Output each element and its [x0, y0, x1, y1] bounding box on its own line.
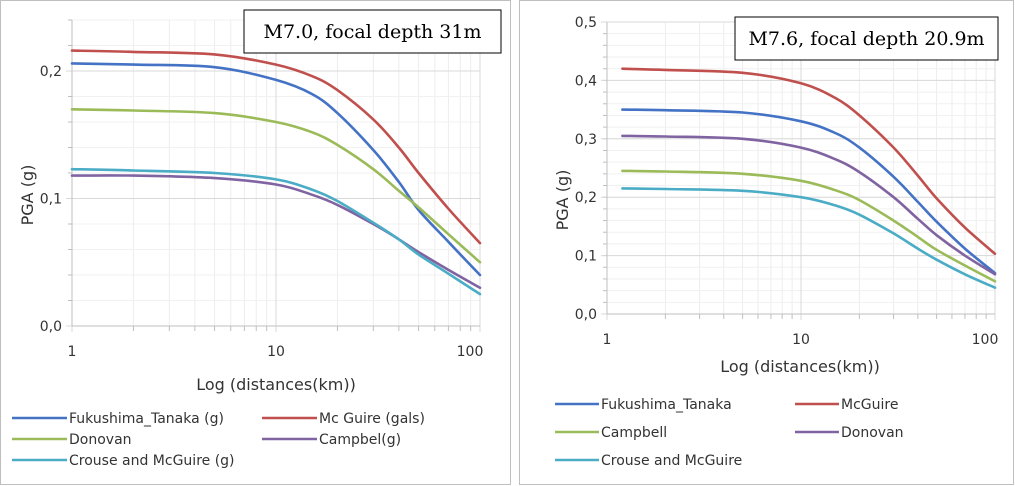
- x-tick-label: 1: [68, 344, 77, 360]
- legend-label: Campbell: [601, 425, 667, 441]
- legend-label: Donovan: [841, 425, 904, 441]
- y-tick-label: 0,1: [40, 192, 62, 208]
- x-tick-label: 1: [603, 332, 612, 348]
- legend-label: Campbel(g): [319, 432, 401, 448]
- series-line-mc-guire-gals: [70, 49, 482, 245]
- annotation-text: M7.0, focal depth 31m: [264, 21, 482, 43]
- y-tick-label: 0,2: [575, 190, 597, 206]
- series-line-donovan: [621, 134, 997, 276]
- x-tick-label: 100: [972, 332, 999, 348]
- x-tick-label: 10: [792, 332, 810, 348]
- legend-label: Crouse and McGuire: [601, 453, 742, 469]
- series-line-crouse-and-mcguire: [621, 187, 997, 289]
- y-tick-label: 0,5: [575, 15, 597, 31]
- y-tick-label: 0,3: [575, 132, 597, 148]
- legend-label: Fukushima_Tanaka: [601, 397, 732, 413]
- y-tick-label: 0,2: [40, 64, 62, 80]
- x-axis-title: Log (distances(km)): [720, 357, 880, 376]
- y-axis-title: PGA (g): [553, 170, 572, 231]
- legend-label: Mc Guire (gals): [319, 411, 425, 427]
- x-tick-label: 100: [457, 344, 484, 360]
- legend-label: Donovan: [69, 432, 132, 448]
- y-tick-label: 0,4: [575, 73, 597, 89]
- series-line-campbel-g: [70, 174, 482, 290]
- series-line-mcguire: [621, 67, 997, 256]
- series-line-fukushima-tanaka: [621, 108, 997, 275]
- series-line-donovan: [70, 108, 482, 264]
- right-chart: 0,0 0,1 0,2 0,3 0,4 0,5 1 10 100 Log (distances(k…: [553, 15, 999, 469]
- left-chart: 0,0 0,1 0,2 1 10 100 Log (distances(km)) PGA (g…: [12, 9, 502, 469]
- y-tick-label: 0,0: [40, 319, 62, 335]
- annotation-text: M7.6, focal depth 20.9m: [748, 28, 984, 50]
- series-line-crouse-and-mcguire-g: [70, 167, 482, 296]
- right-panel-frame: [519, 0, 1014, 485]
- annotation-box: [243, 9, 502, 54]
- x-axis-title: Log (distances(km)): [196, 375, 356, 394]
- y-tick-label: 0,0: [575, 307, 597, 323]
- series-line-campbell: [621, 169, 997, 283]
- y-tick-label: 0,1: [575, 249, 597, 265]
- annotation-box: [734, 16, 999, 61]
- y-axis-title: PGA (g): [18, 165, 37, 226]
- left-panel-frame: [0, 0, 511, 485]
- legend-label: Crouse and McGuire (g): [69, 453, 235, 469]
- x-tick-label: 10: [267, 344, 285, 360]
- series-line-fukushima-tanaka-g: [70, 62, 482, 277]
- legend-label: McGuire: [841, 397, 898, 413]
- legend-label: Fukushima_Tanaka (g): [69, 411, 224, 427]
